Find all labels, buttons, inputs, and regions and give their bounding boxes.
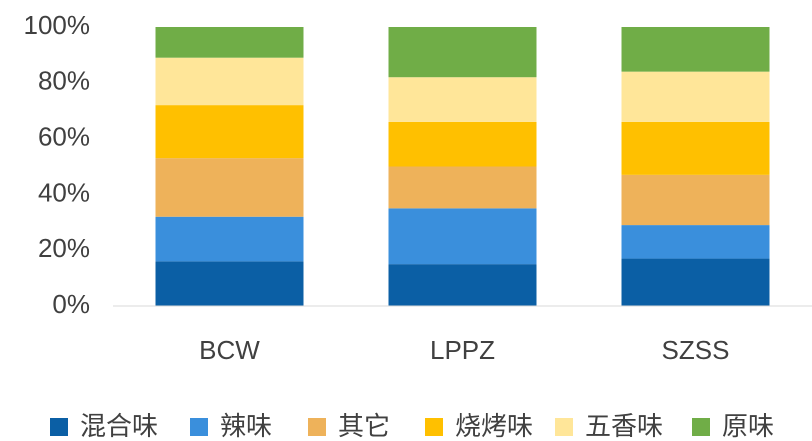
legend-swatch [555, 418, 573, 436]
legend-label: 辣味 [220, 411, 272, 441]
legend-label: 其它 [338, 411, 390, 441]
x-tick-label: BCW [199, 335, 260, 365]
bar-segment [388, 121, 537, 167]
legend-label: 原味 [722, 411, 774, 441]
legend-swatch [692, 418, 710, 436]
bar-segment [621, 225, 770, 259]
y-tick-label: 20% [38, 233, 90, 263]
y-tick-label: 0% [52, 289, 90, 319]
bar-segment [155, 216, 304, 262]
bar-segment [621, 258, 770, 306]
bar-segment [155, 261, 304, 306]
bar-segment [155, 57, 304, 106]
legend-label: 五香味 [585, 411, 663, 441]
bar-segment [155, 105, 304, 159]
bar-segment [621, 174, 770, 226]
legend-swatch [50, 418, 68, 436]
bar-segment [388, 77, 537, 122]
y-tick-label: 40% [38, 177, 90, 207]
legend-swatch [308, 418, 326, 436]
x-tick-label: LPPZ [430, 335, 495, 365]
x-tick-label: SZSS [662, 335, 730, 365]
bar-segment [155, 27, 304, 58]
bar-segment [388, 264, 537, 306]
bar-segment [155, 158, 304, 217]
bar-segment [388, 27, 537, 78]
bar-segment [621, 71, 770, 122]
bar-segment [388, 166, 537, 209]
y-tick-label: 60% [38, 121, 90, 151]
y-tick-label: 80% [38, 66, 90, 96]
bar-segment [388, 208, 537, 265]
legend-swatch [190, 418, 208, 436]
legend-label: 烧烤味 [455, 411, 533, 441]
y-tick-label: 100% [24, 10, 91, 40]
bar-segment [621, 121, 770, 175]
bar-segment [621, 27, 770, 72]
legend-label: 混合味 [80, 411, 158, 441]
legend-swatch [425, 418, 443, 436]
